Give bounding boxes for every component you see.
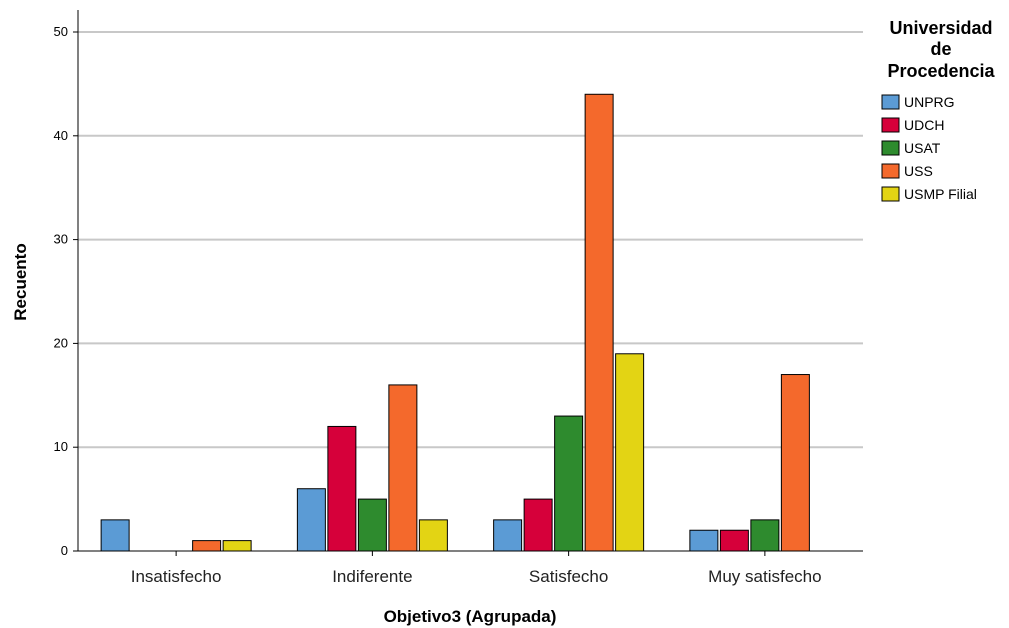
- bar-unprg-1: [296, 488, 326, 552]
- legend-swatch: [881, 94, 900, 110]
- x-axis-title: Objetivo3 (Agrupada): [384, 607, 557, 626]
- grid-lines: [78, 31, 863, 449]
- bar-uss-2: [584, 93, 614, 552]
- bar-usmp-filial-0: [222, 540, 252, 552]
- bar-udch-1: [327, 425, 357, 552]
- x-tick-labels: Insatisfecho Indiferente Satisfecho Muy sat…: [131, 551, 822, 586]
- x-tick-label: Insatisfecho: [131, 567, 222, 586]
- legend-label: UNPRG: [904, 94, 955, 110]
- bar-usmp-filial-1: [418, 519, 448, 552]
- x-tick-label: Satisfecho: [529, 567, 608, 586]
- bars: [100, 93, 810, 552]
- bar-unprg-0: [100, 519, 130, 552]
- legend-label: UDCH: [904, 117, 944, 133]
- legend-swatch: [881, 186, 900, 202]
- legend: Universidad de Procedencia UNPRG UDCH USAT…: [881, 18, 996, 202]
- bar-unprg-2: [493, 519, 523, 552]
- legend-items: UNPRG UDCH USAT USS USMP Filial: [881, 94, 977, 202]
- y-tick-label: 10: [54, 439, 68, 454]
- bar-udch-2: [523, 498, 553, 552]
- legend-swatch: [881, 163, 900, 179]
- x-tick-label: Muy satisfecho: [708, 567, 821, 586]
- x-tick-label: Indiferente: [332, 567, 412, 586]
- bar-usat-3: [750, 519, 780, 552]
- y-tick-labels: 0 10 20 30 40 50: [54, 24, 78, 558]
- legend-swatch: [881, 140, 900, 156]
- y-tick-label: 40: [54, 128, 68, 143]
- legend-swatch: [881, 117, 900, 133]
- legend-label: USS: [904, 163, 933, 179]
- y-tick-label: 30: [54, 232, 68, 247]
- bar-usat-2: [554, 415, 584, 552]
- y-axis-title: Recuento: [11, 243, 30, 320]
- y-tick-label: 50: [54, 24, 68, 39]
- bar-uss-0: [192, 540, 222, 552]
- legend-label: USAT: [904, 140, 941, 156]
- legend-label: USMP Filial: [904, 186, 977, 202]
- legend-title-line-3: Procedencia: [887, 61, 995, 81]
- legend-title-line-2: de: [930, 39, 951, 59]
- y-tick-label: 20: [54, 335, 68, 350]
- bar-usat-1: [357, 498, 387, 552]
- y-tick-label: 0: [61, 543, 68, 558]
- bar-uss-3: [780, 374, 810, 552]
- bar-usmp-filial-2: [615, 353, 645, 552]
- legend-title-line-1: Universidad: [889, 18, 992, 38]
- bar-unprg-3: [689, 529, 719, 552]
- bar-udch-3: [719, 529, 749, 552]
- bar-uss-1: [388, 384, 418, 552]
